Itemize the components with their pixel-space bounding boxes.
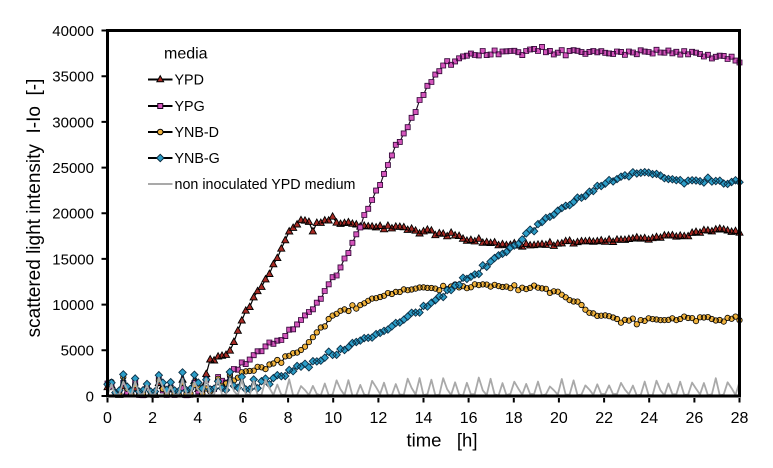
svg-text:28: 28 [731, 410, 749, 427]
svg-text:YNB-G: YNB-G [175, 151, 220, 167]
svg-text:8: 8 [284, 410, 293, 427]
svg-text:media: media [164, 46, 208, 63]
svg-text:0: 0 [86, 388, 94, 405]
svg-text:10000: 10000 [52, 297, 94, 314]
svg-text:scattered light intensity I-I: scattered light intensity I-Io [-] [24, 79, 45, 338]
svg-text:0: 0 [103, 410, 112, 427]
svg-text:30000: 30000 [52, 114, 94, 131]
svg-text:10: 10 [324, 410, 342, 427]
svg-text:12: 12 [370, 410, 388, 427]
svg-text:15000: 15000 [52, 251, 94, 268]
svg-text:YPG: YPG [175, 99, 205, 115]
svg-text:25000: 25000 [52, 160, 94, 177]
svg-text:35000: 35000 [52, 69, 94, 86]
svg-text:YPD: YPD [175, 73, 204, 89]
svg-text:6: 6 [238, 410, 247, 427]
svg-text:20: 20 [550, 410, 568, 427]
svg-text:4: 4 [193, 410, 202, 427]
svg-text:20000: 20000 [52, 206, 94, 223]
svg-text:YNB-D: YNB-D [175, 125, 219, 141]
svg-text:2: 2 [148, 410, 157, 427]
svg-text:22: 22 [595, 410, 613, 427]
svg-text:26: 26 [686, 410, 704, 427]
svg-text:14: 14 [415, 410, 433, 427]
svg-text:5000: 5000 [61, 343, 94, 360]
svg-text:40000: 40000 [52, 23, 94, 40]
svg-text:non inoculated YPD medium: non inoculated YPD medium [175, 177, 356, 193]
svg-text:24: 24 [640, 410, 658, 427]
svg-text:18: 18 [505, 410, 523, 427]
svg-text:time [h]: time [h] [407, 430, 478, 451]
svg-text:16: 16 [460, 410, 478, 427]
